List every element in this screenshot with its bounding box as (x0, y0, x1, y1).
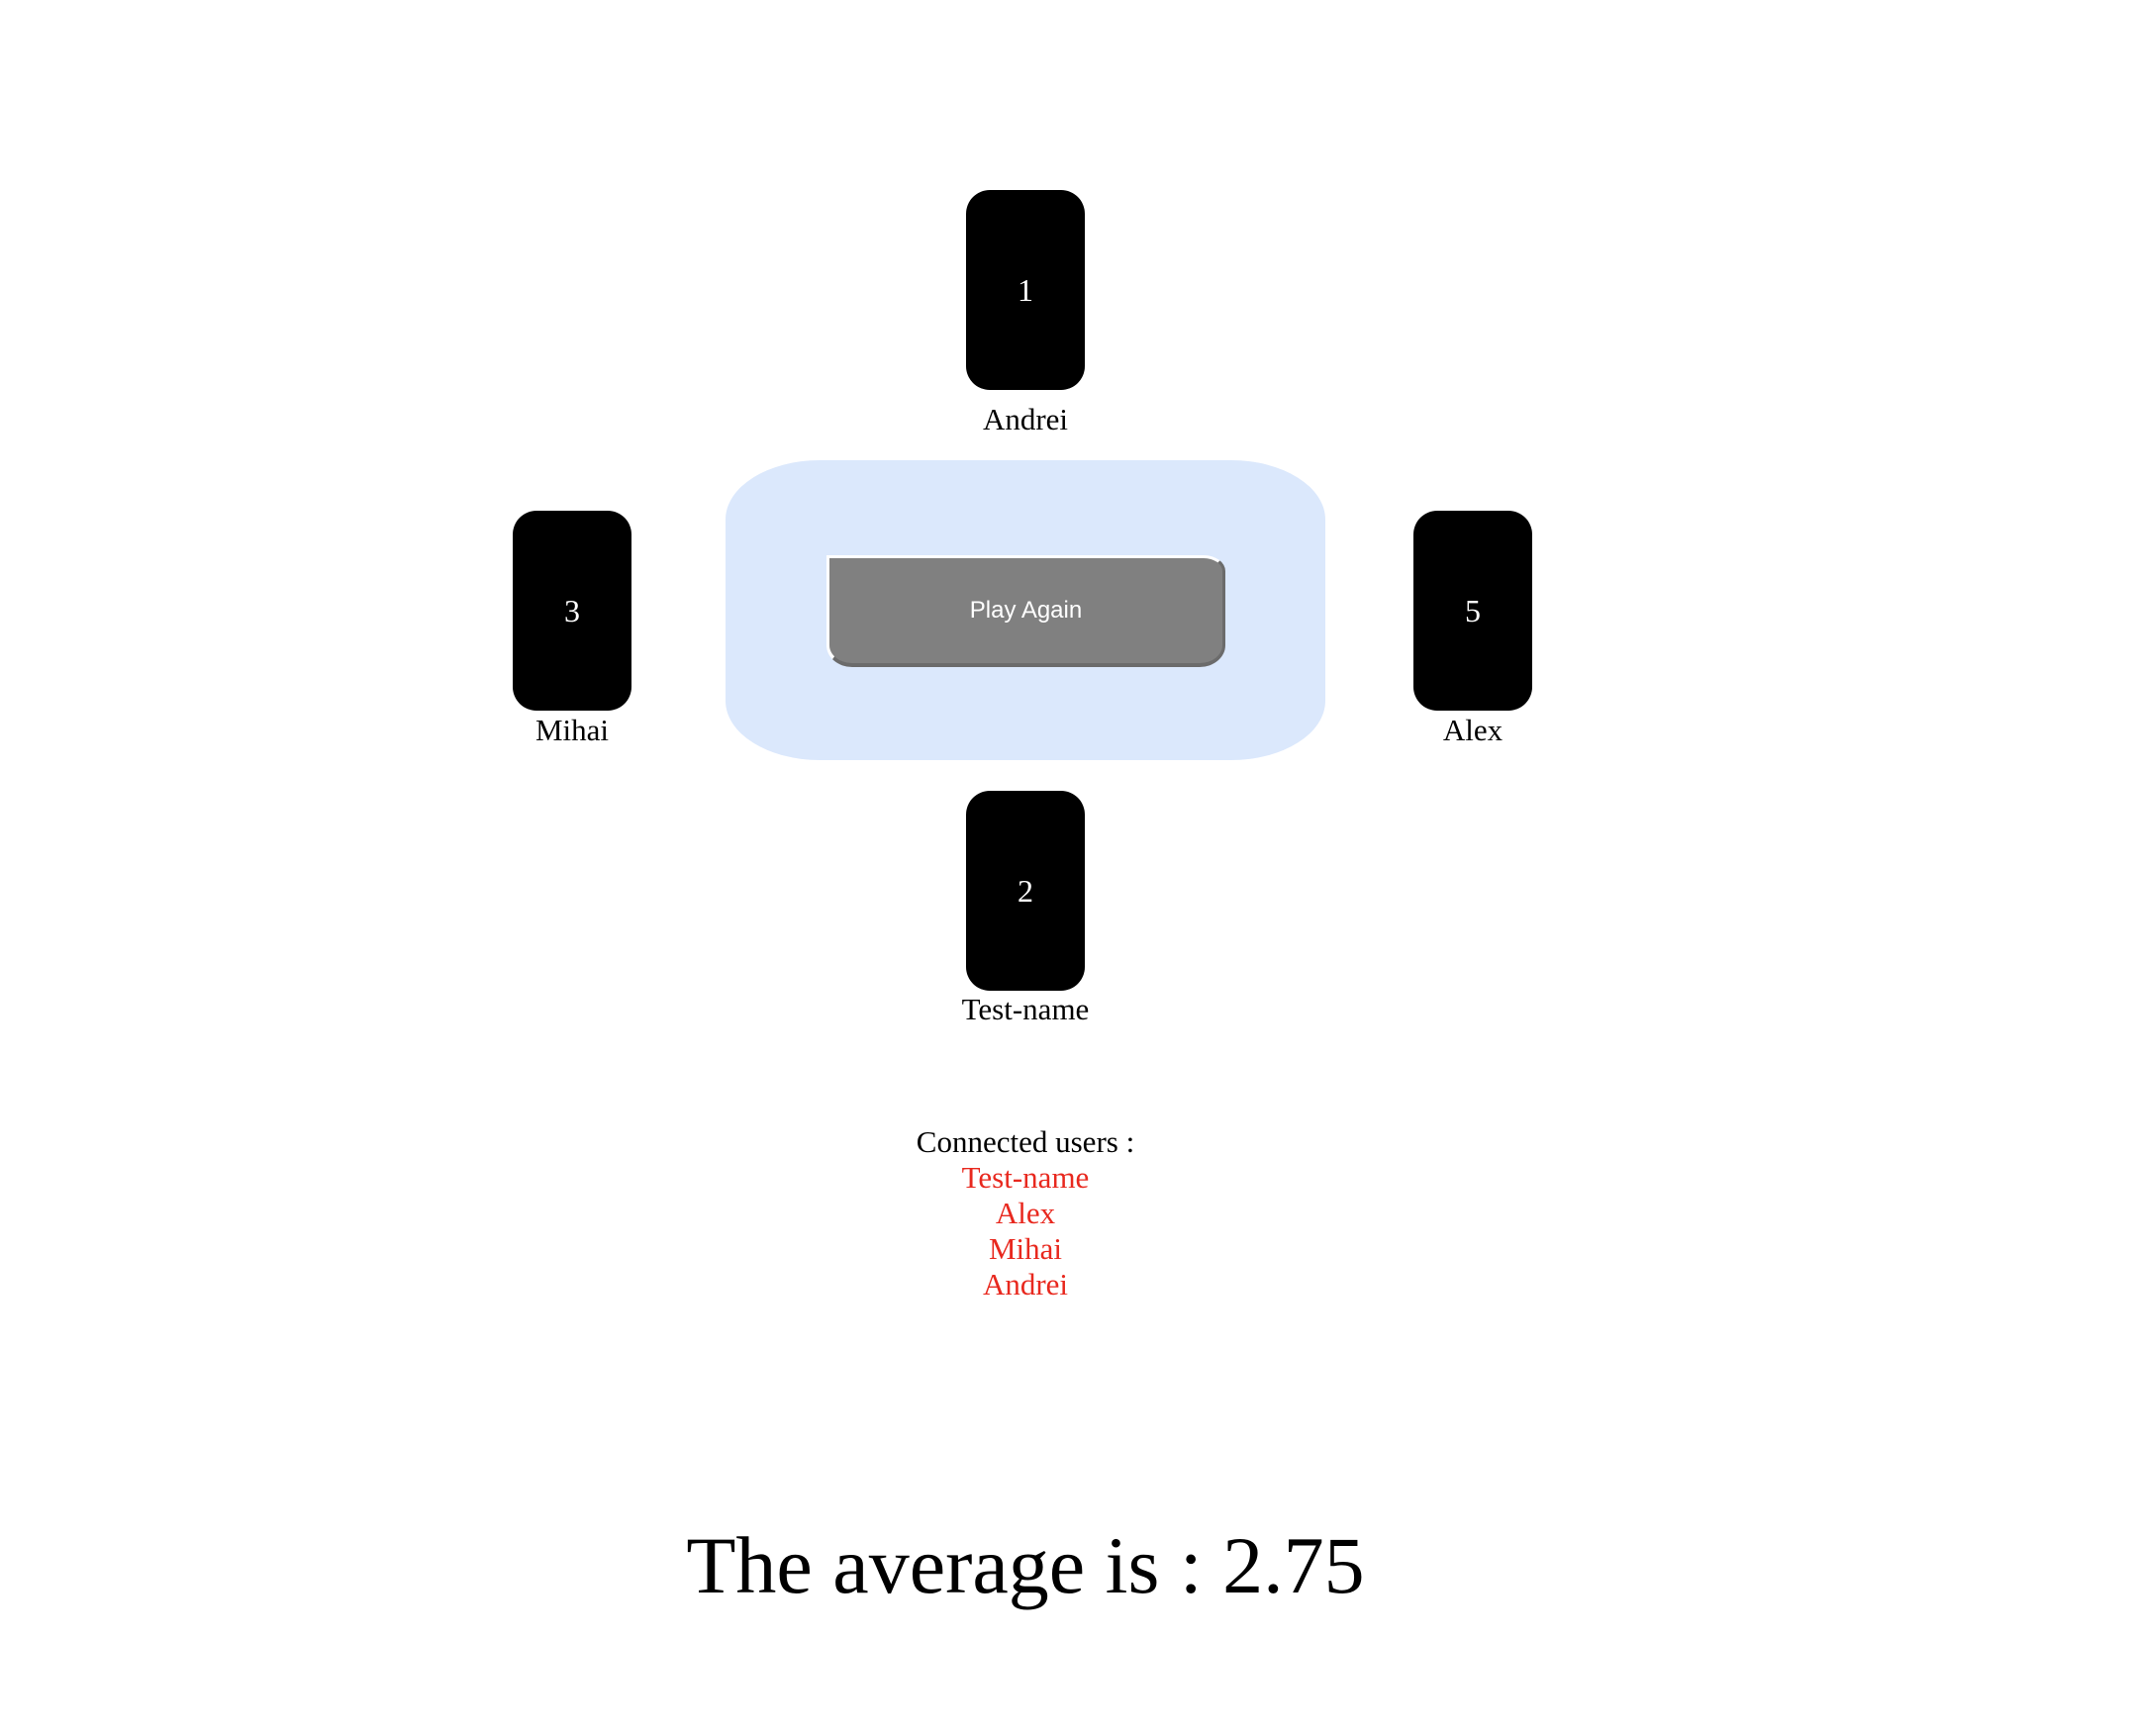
connected-user-item: Alex (995, 1196, 1056, 1230)
player-name-left: Mihai (534, 713, 610, 747)
connected-user-item: Andrei (982, 1267, 1069, 1302)
connected-user-item: Mihai (988, 1231, 1063, 1266)
player-card-left: 3 (513, 511, 631, 711)
play-again-button[interactable]: Play Again (826, 555, 1225, 667)
player-name-top: Andrei (982, 402, 1069, 436)
player-card-top: 1 (966, 190, 1085, 390)
player-name-bottom: Test-name (961, 992, 1090, 1026)
player-name-right: Alex (1442, 713, 1504, 747)
player-card-right: 5 (1413, 511, 1532, 711)
connected-users-list: Connected users : Test-name Alex Mihai A… (827, 1124, 1223, 1302)
average-result: The average is : 2.75 (686, 1520, 1365, 1610)
connected-users-label: Connected users : (916, 1124, 1135, 1159)
connected-user-item: Test-name (961, 1160, 1090, 1195)
player-card-bottom: 2 (966, 791, 1085, 991)
